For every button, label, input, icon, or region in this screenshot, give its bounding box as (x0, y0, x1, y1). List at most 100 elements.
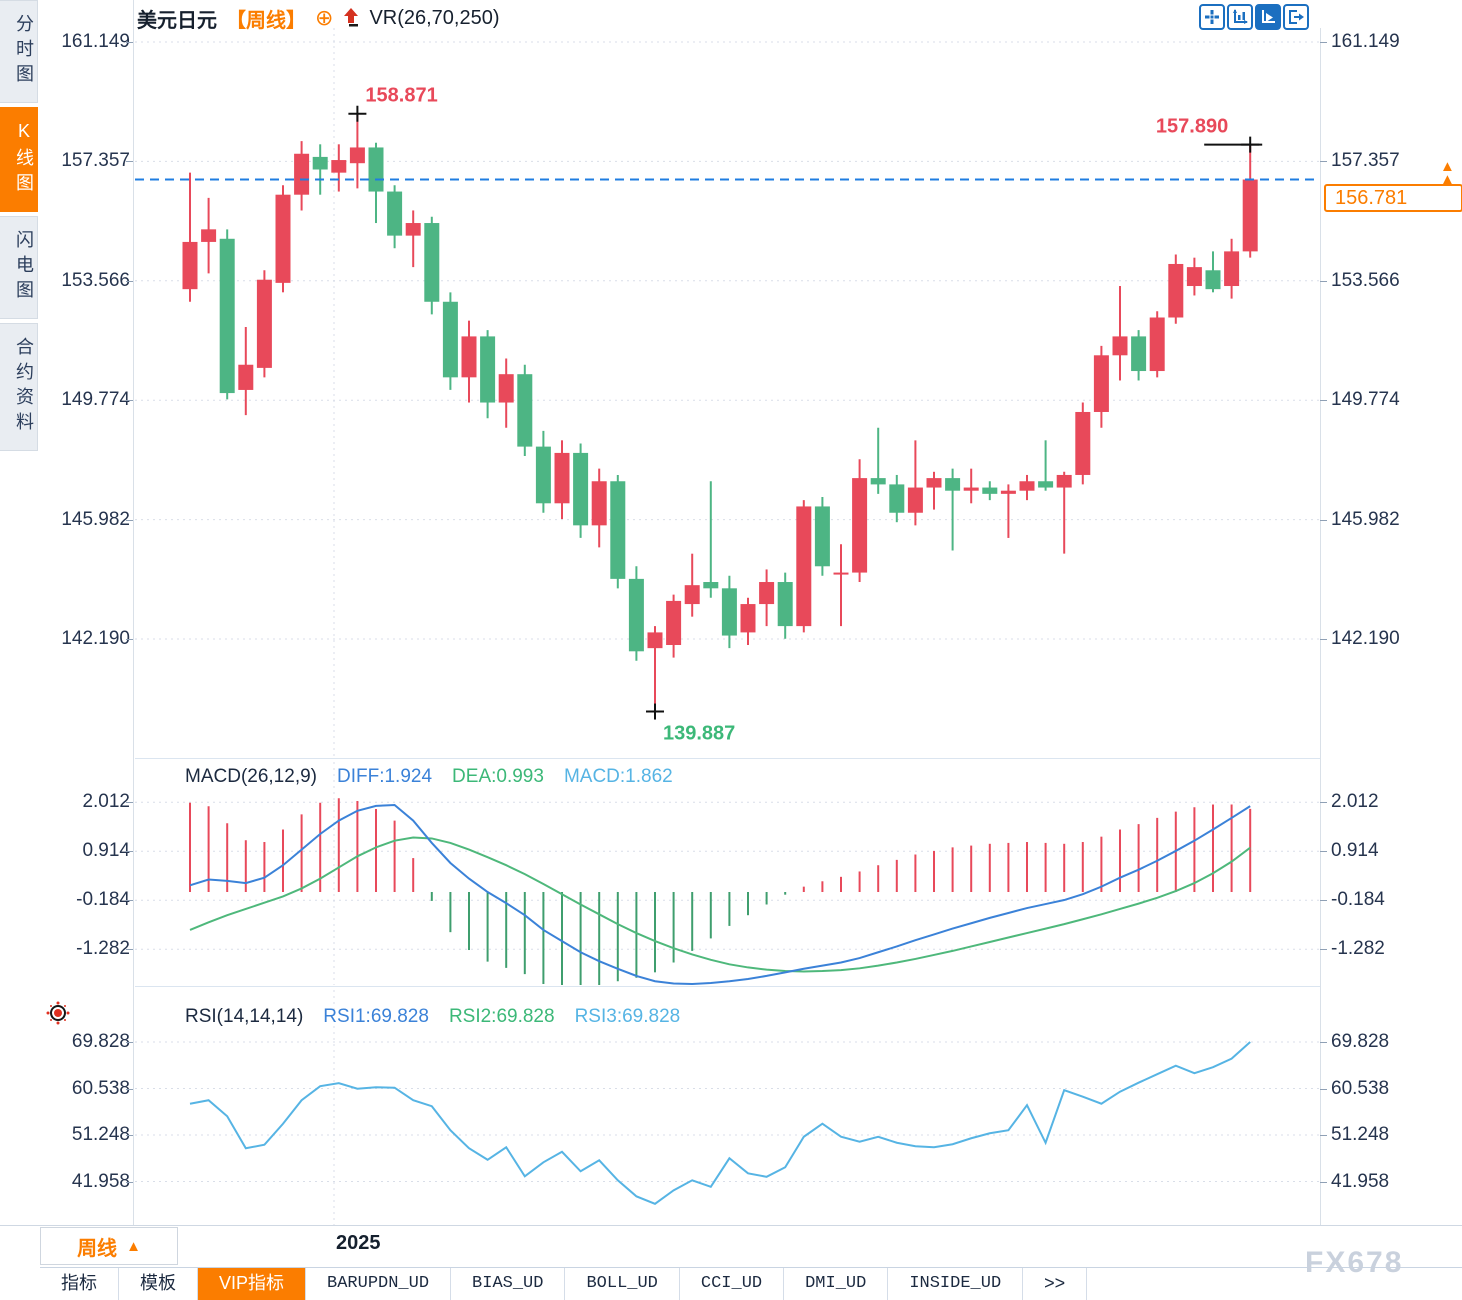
sidebar: 分时图 K线图 闪电图 合约资料 (0, 0, 40, 1268)
overlay-indicator-label: VR(26,70,250) (369, 6, 500, 29)
price-annotation: 157.890 (1156, 116, 1228, 138)
y-axis-label: 41.958 (1331, 1170, 1390, 1192)
y-axis-label: 0.914 (82, 840, 130, 862)
y-axis-label: 51.248 (1331, 1124, 1390, 1145)
period-selector-label: 周线 (77, 1237, 118, 1260)
y-axis-label: 145.982 (61, 508, 130, 530)
rsi3-value: RSI3:69.828 (574, 1006, 681, 1027)
y-axis-tick (126, 802, 133, 804)
y-axis-tick (126, 851, 133, 853)
y-axis-tick (1320, 42, 1327, 43)
y-axis-tick (1320, 400, 1327, 402)
y-axis-tick (1320, 1042, 1327, 1043)
y-axis-label: 41.958 (71, 1170, 130, 1192)
y-axis-tick (126, 280, 133, 282)
move-cross-icon[interactable] (1199, 4, 1225, 30)
y-axis-tick (1320, 1135, 1327, 1136)
y-axis-label: 149.774 (1331, 389, 1400, 411)
y-axis-label: 153.566 (61, 269, 130, 291)
y-axis-tick (126, 639, 133, 641)
rsi-chart[interactable] (135, 990, 1320, 1225)
price-annotation: 139.887 (663, 723, 735, 745)
rsi1-value: RSI1:69.828 (323, 1006, 429, 1027)
y-axis-tick (126, 949, 133, 951)
y-axis-label: -1.282 (1331, 938, 1385, 960)
y-axis-label: 161.149 (1331, 31, 1400, 52)
y-axis-label: 69.828 (71, 1031, 130, 1052)
panel-separator-rsi (135, 986, 1320, 987)
y-axis-tick (1320, 639, 1327, 641)
y-axis-tick (1320, 1181, 1327, 1183)
axis-plot-divider-right (1320, 28, 1321, 1225)
sun-marker-icon[interactable] (46, 1001, 70, 1025)
bottom-tab--[interactable]: 模板 (119, 1268, 198, 1300)
sidebar-tab-lightning-chart[interactable]: 闪电图 (0, 216, 38, 319)
y-axis-tick (1320, 851, 1327, 853)
y-axis-label: 60.538 (71, 1077, 130, 1099)
y-axis-tick (126, 400, 133, 402)
y-axis-tick (1320, 949, 1327, 951)
macd-diff-value: DIFF:1.924 (337, 766, 433, 787)
y-axis-label: 161.149 (61, 31, 130, 52)
rsi-header: RSI(14,14,14) RSI1:69.828 RSI2:69.828 RS… (185, 1006, 680, 1028)
macd-dea-value: DEA:0.993 (452, 766, 544, 787)
y-axis-label: 157.357 (61, 150, 130, 172)
sidebar-tab-contract-info[interactable]: 合约资料 (0, 323, 38, 451)
y-axis-label: 51.248 (71, 1124, 130, 1145)
y-axis-label: -1.282 (76, 938, 130, 960)
bottom-tab-dmi_ud[interactable]: DMI_UD (784, 1268, 889, 1300)
y-axis-label: 142.190 (61, 628, 130, 650)
y-axis-tick (126, 161, 133, 163)
macd-macd-value: MACD:1.862 (563, 766, 673, 787)
y-axis-tick (126, 1181, 133, 1183)
y-axis-label: 142.190 (1331, 628, 1400, 650)
y-axis-tick (126, 1088, 133, 1090)
period-tag: 【周线】 (226, 9, 306, 32)
y-axis-tick (126, 1042, 133, 1043)
pointer-chart-icon[interactable] (1255, 4, 1281, 30)
y-axis-label: -0.184 (1331, 889, 1385, 911)
y-axis-label: 2.012 (1331, 791, 1379, 813)
bottom-tab-boll_ud[interactable]: BOLL_UD (565, 1268, 680, 1300)
y-axis-tick (1320, 1088, 1327, 1090)
indicator-tab-bar: 指标 模板 VIP指标 BARUPDN_UD BIAS_UD BOLL_UD CCI_UD D… (40, 1267, 1462, 1300)
rsi2-value: RSI2:69.828 (448, 1006, 555, 1027)
panel-separator-macd (135, 758, 1320, 759)
panel-separator-xaxis (0, 1225, 1462, 1226)
y-axis-tick (1320, 900, 1327, 902)
bottom-tab--[interactable]: 指标 (40, 1268, 119, 1300)
candlestick-chart[interactable]: 158.871 139.887 157.890 (135, 28, 1320, 758)
chart-toolbar (1199, 4, 1309, 30)
y-axis-tick (126, 42, 133, 43)
y-axis-label: 60.538 (1331, 1077, 1390, 1099)
sidebar-tab-time-chart[interactable]: 分时图 (0, 0, 38, 103)
y-axis-label: -0.184 (76, 889, 130, 911)
bottom-tab-barupdn_ud[interactable]: BARUPDN_UD (306, 1268, 452, 1300)
y-axis-tick (1320, 161, 1327, 163)
triangle-up-icon: ▲ (126, 1237, 141, 1255)
bottom-tab-inside_ud[interactable]: INSIDE_UD (888, 1268, 1024, 1300)
y-axis-label: 69.828 (1331, 1031, 1390, 1052)
current-price-badge: 156.781 (1324, 184, 1462, 212)
red-up-arrow-icon[interactable] (342, 7, 360, 29)
period-selector[interactable]: 周线 ▲ (40, 1227, 178, 1265)
axis-scale-icon[interactable] (1227, 4, 1253, 30)
y-axis-label: 0.914 (1331, 840, 1379, 862)
sidebar-tab-kline-chart[interactable]: K线图 (0, 107, 38, 212)
bottom-tab-cci_ud[interactable]: CCI_UD (680, 1268, 785, 1300)
bottom-tab--[interactable]: >> (1023, 1268, 1088, 1300)
price-annotation: 158.871 (365, 85, 437, 107)
y-axis-label: 2.012 (82, 791, 130, 813)
macd-chart[interactable] (135, 762, 1320, 985)
watermark: FX678 (1305, 1246, 1404, 1279)
bottom-tab-bias_ud[interactable]: BIAS_UD (451, 1268, 566, 1300)
y-axis-label: 149.774 (61, 389, 130, 411)
macd-title: MACD(26,12,9) (185, 766, 317, 787)
bottom-tab-vip-[interactable]: VIP指标 (198, 1268, 307, 1300)
y-axis-label: 153.566 (1331, 269, 1400, 291)
y-axis-tick (126, 519, 133, 521)
chart-header: 美元日元 【周线】 ⊕ VR(26,70,250) (137, 4, 500, 32)
y-axis-label: 145.982 (1331, 508, 1400, 530)
circle-plus-icon[interactable]: ⊕ (315, 5, 334, 30)
exit-panel-icon[interactable] (1283, 4, 1309, 30)
